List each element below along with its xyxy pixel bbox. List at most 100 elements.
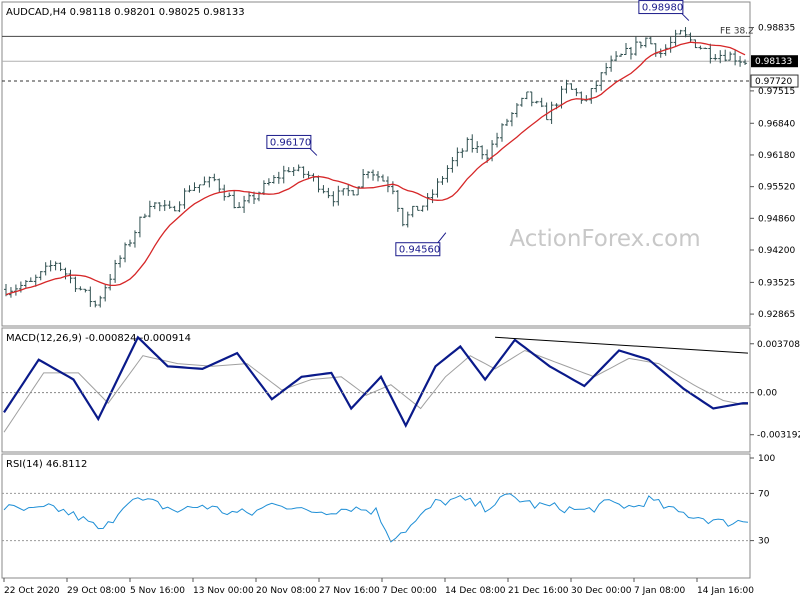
ohlc-bar [23,280,28,288]
ohlc-bar [470,134,475,153]
ohlc-bar [321,185,326,194]
ohlc-bar [28,277,33,282]
ohlc-bar [495,132,500,148]
ohlc-bar [63,267,68,280]
ohlc-bar [207,176,212,188]
rsi-title: RSI(14) 46.8112 [6,459,87,470]
ohlc-bar [237,202,242,209]
x-tick-label: 14 Jan 16:00 [697,586,754,596]
ohlc-bar [430,189,435,204]
ohlc-bar [380,174,385,182]
ohlc-bar [643,37,648,48]
ohlc-bar [53,261,58,271]
ohlc-bar [673,29,678,46]
ohlc-bar [137,216,142,238]
ohlc-bar [465,137,470,152]
ohlc-bar [390,181,395,195]
ohlc-bar [445,165,450,183]
ohlc-bar [371,169,376,181]
ohlc-bar [227,192,232,198]
ohlc-bar [247,191,252,204]
ohlc-bar [187,185,192,193]
ohlc-bar [594,80,599,93]
ohlc-bar [93,300,98,308]
ohlc-bar [336,185,341,206]
support-level-label: 0.97720 [755,77,792,87]
ohlc-bar [108,273,113,291]
ohlc-bar [633,36,638,56]
rsi-ytick-label: 100 [758,454,775,464]
ohlc-bar [341,188,346,196]
ohlc-bar [569,83,574,90]
watermark: ActionForex.com [509,226,700,252]
ma-line [5,41,746,296]
ohlc-bar [723,49,728,62]
macd-ytick-label: 0.00 [757,389,777,399]
ohlc-bar [500,123,504,142]
ohlc-bar [351,189,356,196]
ohlc-bar [232,190,237,209]
ohlc-bar [524,91,529,100]
ohlc-bar [395,190,400,212]
price-title: AUDCAD,H4 0.98118 0.98201 0.98025 0.9813… [6,7,245,18]
price-annotation-box [266,134,312,149]
ohlc-bar [271,175,276,184]
rsi-ytick-label: 70 [758,489,770,499]
ohlc-bar [172,205,177,212]
x-tick-label: 29 Oct 08:00 [67,586,126,596]
ohlc-bar [415,205,420,211]
x-tick-label: 21 Dec 16:00 [508,586,569,596]
ohlc-bar [733,49,738,66]
ohlc-bar [73,276,78,292]
ohlc-bar [609,55,614,72]
price-ytick-label: 0.95520 [758,183,795,193]
ohlc-bar [589,88,594,104]
current-price-label: 0.98133 [755,57,792,67]
ohlc-bar [38,271,43,281]
ohlc-bar [460,148,465,158]
ohlc-bar [123,242,128,263]
ohlc-bar [88,286,93,307]
price-ytick-label: 0.97515 [758,87,795,97]
ohlc-bar [440,176,445,185]
ohlc-bar [678,29,683,35]
ohlc-bar [301,166,306,179]
macd-ytick-label: -0.003192 [757,431,800,441]
ohlc-bar [33,274,38,287]
ohlc-bar [167,200,172,209]
ohlc-bar [728,51,733,61]
ohlc-bar [43,262,48,276]
macd-trendline [495,336,749,354]
ohlc-bar [128,239,132,247]
ohlc-bar [708,43,713,64]
ohlc-bar [435,178,440,198]
ohlc-bar [738,56,743,67]
price-annotation: 0.96170 [270,137,311,148]
ohlc-bar [266,178,271,186]
ohlc-bar [475,141,480,153]
ohlc-bar [648,36,653,45]
ohlc-bar [48,260,53,272]
price-ytick-label: 0.94860 [758,214,795,224]
ohlc-bar [366,171,371,179]
ohlc-bar [306,171,311,179]
ohlc-bar [624,42,628,55]
ohlc-bar [281,165,286,184]
ohlc-bar [197,184,202,193]
ohlc-bar [242,195,247,213]
price-ytick-label: 0.98835 [758,24,795,34]
ohlc-bar [103,284,108,302]
moving-average [5,41,746,296]
ohlc-bar [376,171,380,182]
ohlc-bar [539,97,544,108]
ohlc-bar [217,178,222,193]
support-level-box [750,74,799,88]
x-tick-label: 5 Nov 16:00 [130,586,185,596]
price-annotation-box [638,0,684,15]
ohlc-bar [286,167,291,173]
ohlc-bar [455,147,460,167]
x-tick-label: 14 Dec 08:00 [445,586,506,596]
ohlc-bar [152,202,157,210]
price-ytick-label: 0.96180 [758,151,795,161]
